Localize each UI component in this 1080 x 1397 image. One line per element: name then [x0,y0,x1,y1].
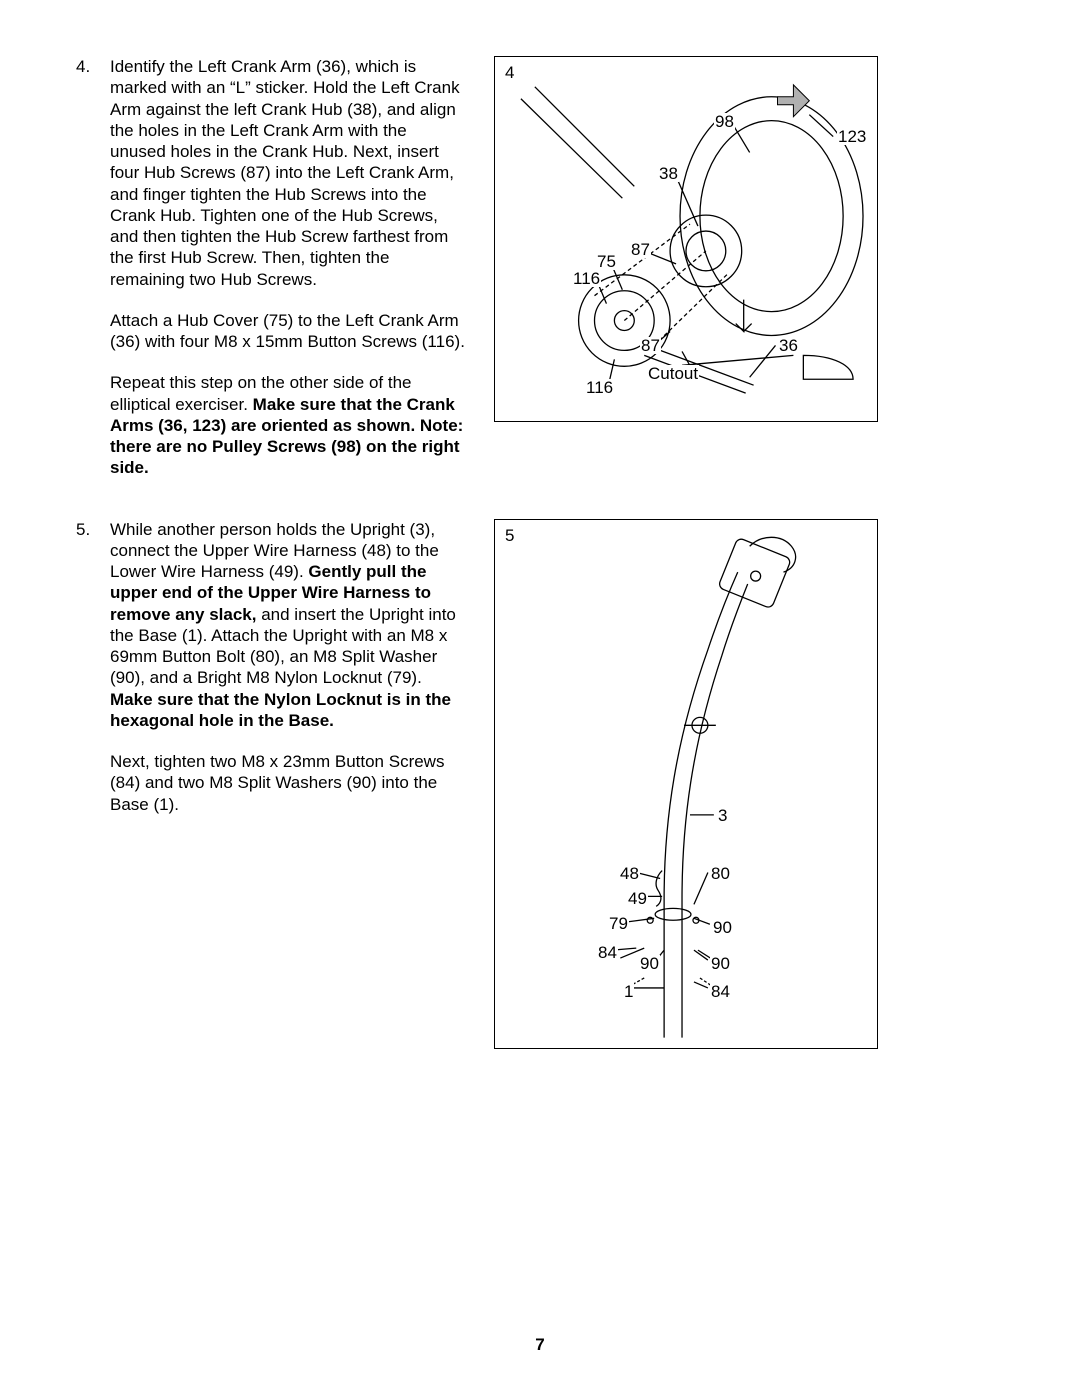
fig5-callout-49: 49 [627,890,648,907]
figure-4: 4 [494,56,878,422]
fig4-callout-116b: 116 [585,379,614,396]
fig5-callout-90b: 90 [639,955,660,972]
fig5-callout-80: 80 [710,865,731,882]
row-step-5: 5. While another person holds the Uprigh… [76,519,1004,1049]
step-4-p2: Attach a Hub Cover (75) to the Left Cran… [110,310,466,353]
step-5-number: 5. [76,519,110,540]
step-5-p1d: Make sure that the Nylon Locknut is in t… [110,690,451,730]
fig5-callout-84a: 84 [597,944,618,961]
fig5-callout-3: 3 [717,807,728,824]
text-col-step-5: 5. While another person holds the Uprigh… [76,519,466,815]
step-4-item: 4. Identify the Left Crank Arm (36), whi… [76,56,466,479]
text-col-step-4: 4. Identify the Left Crank Arm (36), whi… [76,56,466,479]
page-number: 7 [0,1335,1080,1355]
fig4-callout-87a: 87 [630,241,651,258]
fig5-callout-48: 48 [619,865,640,882]
manual-page: 4. Identify the Left Crank Arm (36), whi… [0,0,1080,1397]
row-step-4: 4. Identify the Left Crank Arm (36), whi… [76,56,1004,479]
fig4-callout-123: 123 [837,128,867,145]
figure-5-drawing [495,520,877,1048]
fig5-callout-84b: 84 [710,983,731,1000]
fig5-callout-79: 79 [608,915,629,932]
step-4-body: Identify the Left Crank Arm (36), which … [110,56,466,479]
step-5-item: 5. While another person holds the Uprigh… [76,519,466,815]
step-5-p1: While another person holds the Upright (… [110,519,466,732]
figure-5: 5 [494,519,878,1049]
step-5-p2: Next, tighten two M8 x 23mm Button Screw… [110,751,466,815]
fig4-callout-36: 36 [778,337,799,354]
fig4-callout-cutout: Cutout [647,365,699,382]
step-4-number: 4. [76,56,110,77]
fig4-callout-98: 98 [714,113,735,130]
fig4-callout-75: 75 [596,253,617,270]
fig5-callout-90c: 90 [710,955,731,972]
fig4-callout-38: 38 [658,165,679,182]
step-4-p3: Repeat this step on the other side of th… [110,372,466,478]
fig5-callout-90a: 90 [712,919,733,936]
fig4-callout-87b: 87 [640,337,661,354]
step-4-p1: Identify the Left Crank Arm (36), which … [110,56,466,290]
step-5-body: While another person holds the Upright (… [110,519,466,815]
fig5-callout-1: 1 [623,983,634,1000]
fig4-callout-116a: 116 [572,270,601,287]
